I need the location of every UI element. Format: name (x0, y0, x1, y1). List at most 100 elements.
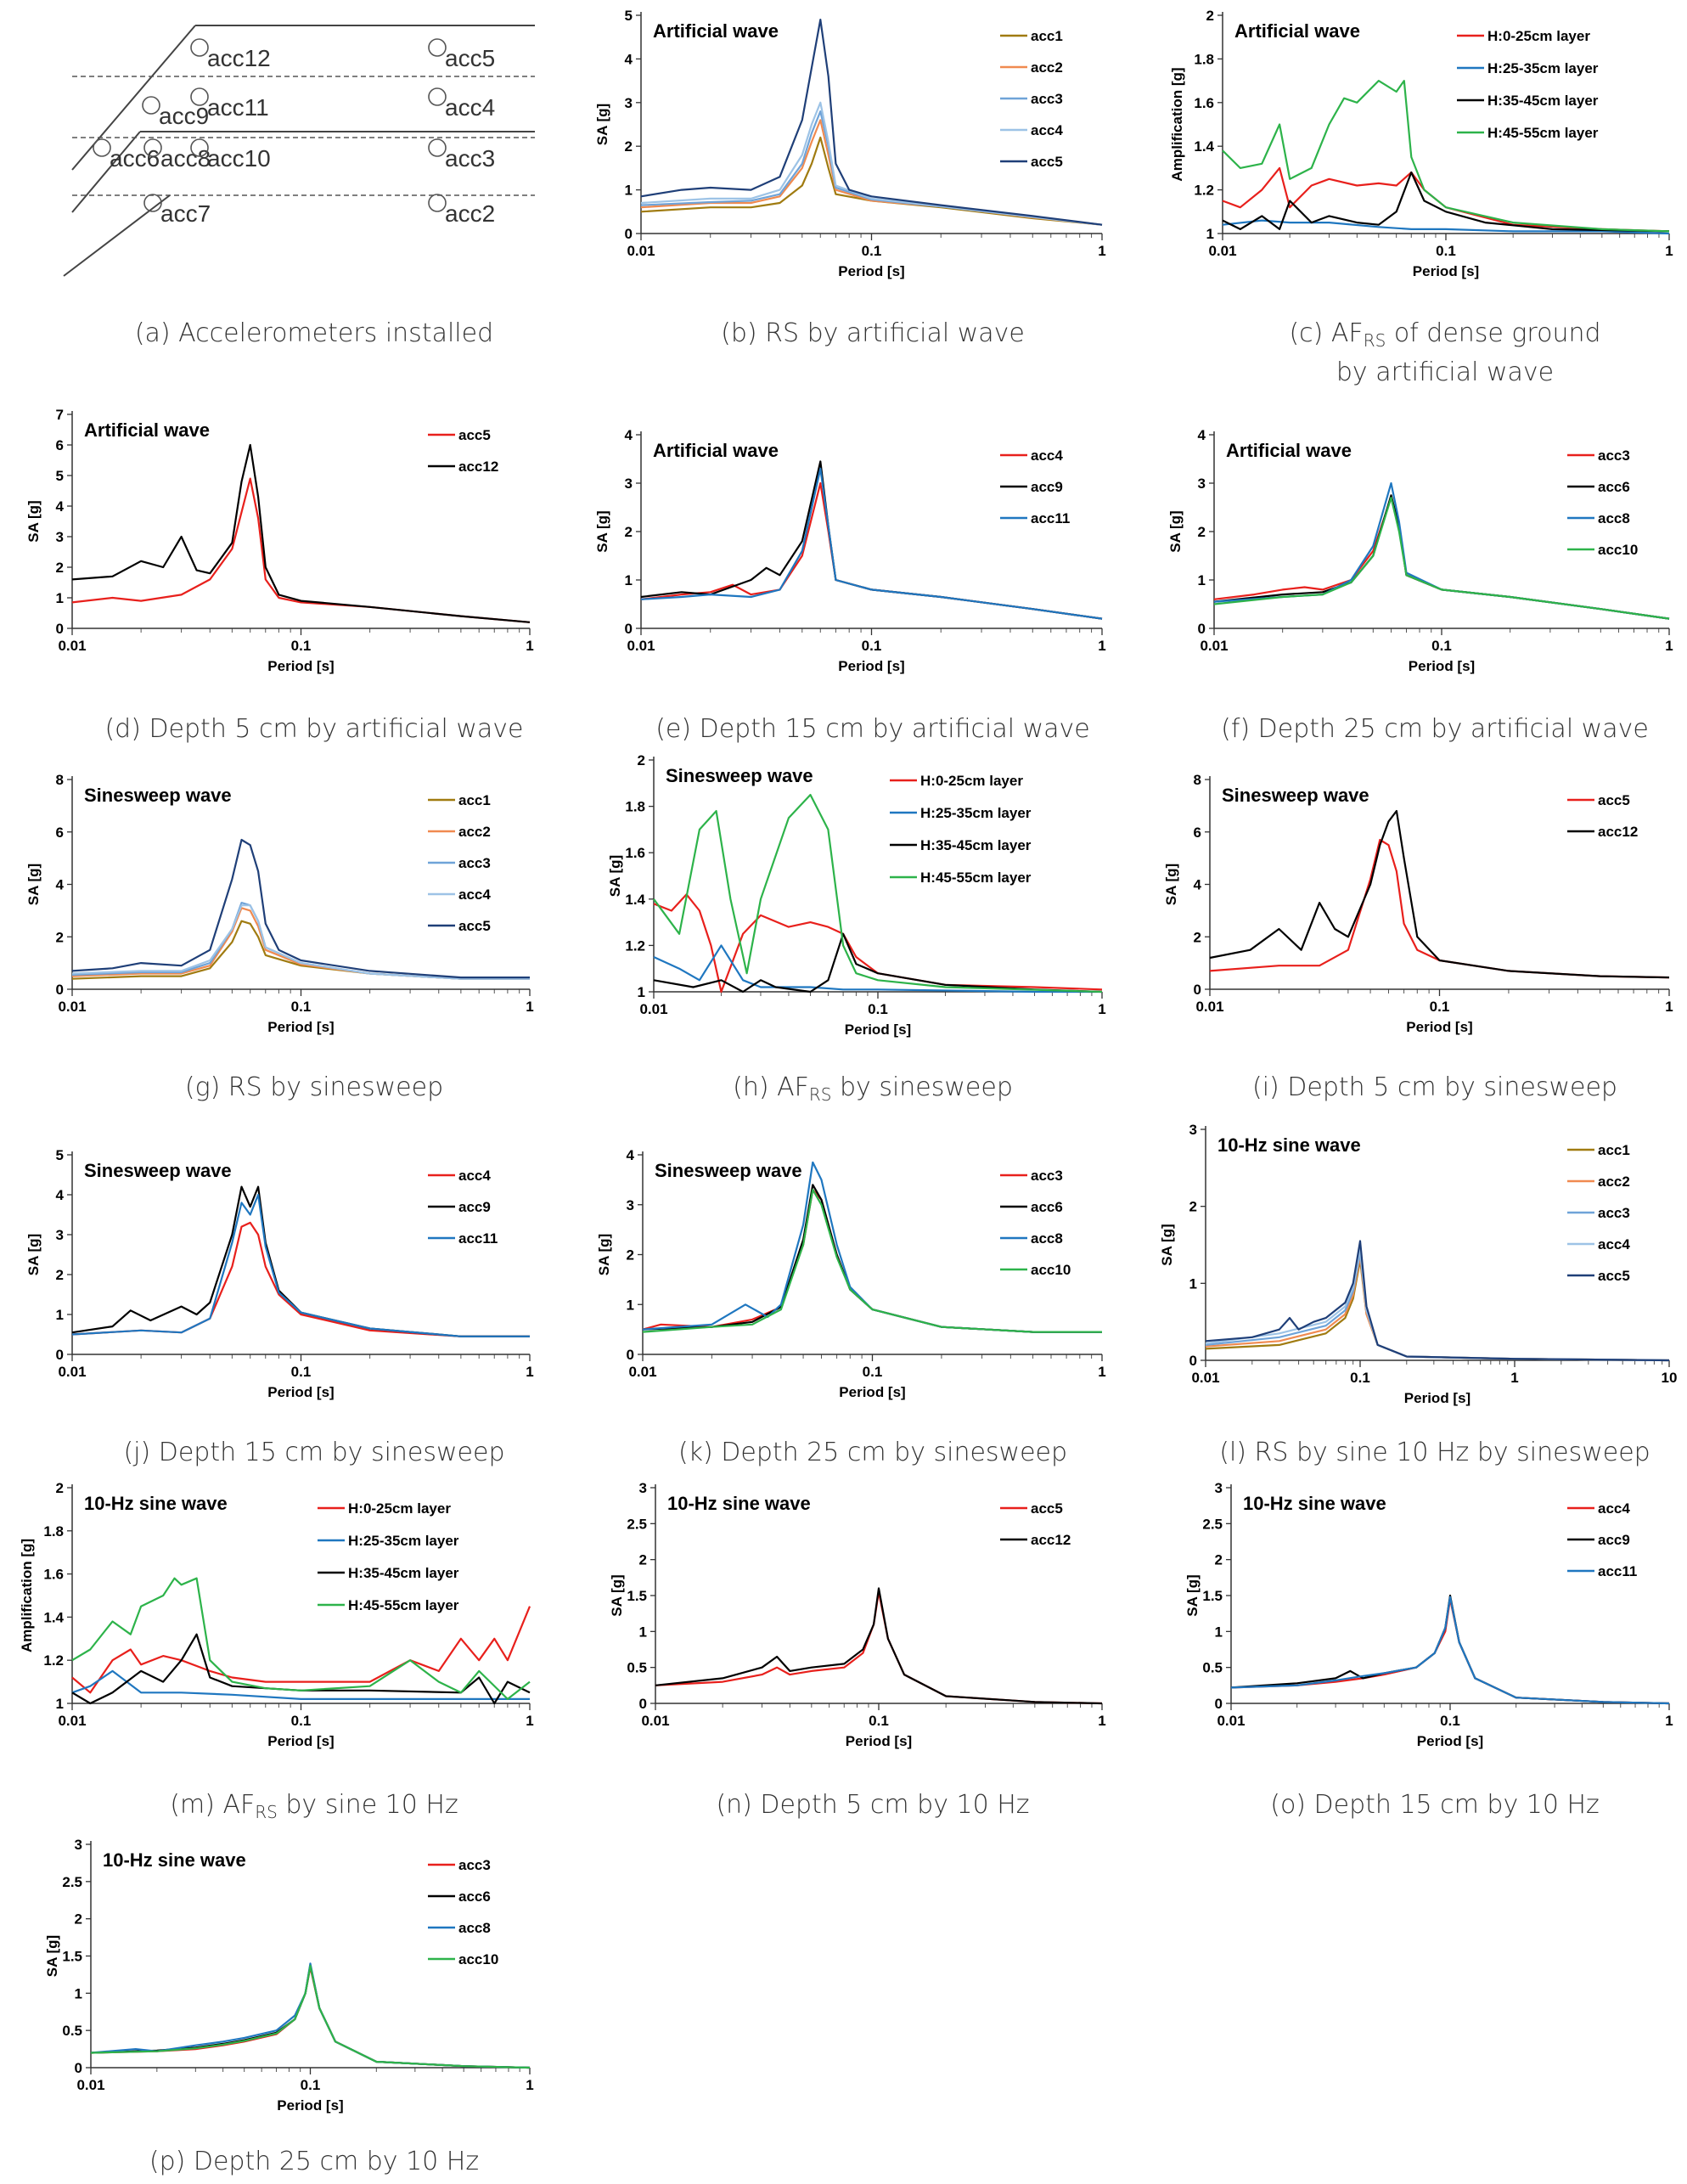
x-tick-label: 0.1 (1430, 999, 1450, 1015)
sensor-marker (428, 38, 447, 57)
sensor-label: acc8 (160, 145, 211, 172)
legend-label: acc5 (1598, 792, 1630, 808)
legend-label: acc5 (458, 918, 491, 934)
y-tick-label: 4 (1194, 877, 1202, 893)
sensor-acc12: acc12 (190, 38, 271, 71)
chart-k: 0.01 0.1 1 0 1 2 3 4 Period [s] SA [g] Sinesweep w… (596, 1147, 1106, 1467)
legend-label: H:25-35cm layer (920, 805, 1032, 821)
y-tick-label: 1 (56, 1307, 64, 1323)
y-tick-label: 0.5 (1202, 1660, 1223, 1676)
y-tick-label: 2.5 (627, 1516, 647, 1532)
x-tick-label: 1 (1098, 1001, 1105, 1017)
sensor-acc10: acc10 (190, 138, 271, 172)
y-tick-label: 8 (1194, 772, 1201, 788)
x-tick-label: 0.01 (1200, 638, 1228, 654)
sensor-acc6: acc6 (93, 138, 160, 172)
y-tick-label: 2 (56, 560, 64, 576)
caption-l: (l) RS by sine 10 Hz by sinesweep (1219, 1438, 1650, 1467)
y-tick-label: 2 (1198, 524, 1206, 540)
x-tick-label: 1 (526, 638, 533, 654)
x-axis-label: Period [s] (839, 1384, 905, 1400)
caption-e: (e) Depth 15 cm by artificial wave (655, 714, 1090, 744)
y-tick-label: 4 (625, 51, 633, 67)
x-tick-label: 0.1 (291, 1713, 312, 1729)
chart-title: 10-Hz sine wave (84, 1493, 228, 1514)
series-line-acc5 (1205, 1240, 1670, 1362)
x-tick-label: 0.1 (291, 999, 312, 1015)
sensor-marker (428, 194, 447, 212)
x-axis-label: Period [s] (838, 263, 904, 279)
series-line-acc4 (640, 481, 1103, 620)
y-axis-label: SA [g] (44, 1935, 60, 1977)
x-tick-label: 0.01 (76, 2077, 104, 2093)
y-axis-label: SA [g] (609, 1574, 625, 1616)
legend-label: H:25-35cm layer (1487, 60, 1599, 76)
legend-label: H:0-25cm layer (348, 1500, 451, 1517)
y-tick-label: 2.5 (62, 1874, 82, 1890)
chart-c: 0.01 0.1 1 1 1.2 1.4 1.6 1.8 2 Period [s] Amplific… (1169, 8, 1673, 387)
x-tick-label: 0.1 (868, 1001, 888, 1017)
legend-label: H:45-55cm layer (348, 1597, 459, 1613)
sensor-acc4: acc4 (428, 87, 495, 121)
chart-title: Sinesweep wave (666, 765, 813, 786)
y-tick-label: 4 (56, 877, 65, 893)
legend-label: acc6 (1031, 1199, 1063, 1215)
legend-label: acc11 (1598, 1563, 1637, 1579)
series-line-acc5 (640, 19, 1103, 226)
y-tick-label: 2 (639, 1552, 647, 1568)
series-line-H:0-25cm layer (653, 893, 1103, 993)
chart-e: 0.01 0.1 1 0 1 2 3 4 Period [s] SA [g] Artificial … (594, 427, 1106, 744)
series-line-H:0-25cm layer (1222, 166, 1670, 233)
y-tick-label: 1 (1198, 572, 1206, 588)
legend-label: acc5 (1031, 154, 1063, 170)
legend-label: H:0-25cm layer (920, 773, 1023, 789)
y-tick-label: 0 (56, 621, 64, 637)
y-tick-label: 4 (627, 1147, 635, 1163)
legend-label: acc4 (1598, 1236, 1630, 1252)
x-tick-label: 0.01 (58, 1713, 86, 1729)
y-axis-label: SA [g] (25, 864, 42, 905)
y-tick-label: 1 (638, 984, 645, 1000)
y-tick-label: 2 (56, 929, 64, 945)
series-line-acc10 (90, 1964, 531, 2069)
x-tick-label: 1 (526, 1713, 533, 1729)
legend-label: acc3 (458, 855, 491, 871)
series-line-acc3 (90, 1966, 531, 2069)
x-tick-label: 0.1 (1436, 243, 1456, 259)
caption-p: (p) Depth 25 cm by 10 Hz (149, 2147, 479, 2176)
legend-label: H:45-55cm layer (920, 870, 1032, 886)
x-tick-label: 0.1 (1350, 1370, 1370, 1386)
x-axis-label: Period [s] (846, 1733, 912, 1749)
legend-label: acc8 (1031, 1230, 1063, 1247)
legend-label: H:35-45cm layer (920, 837, 1032, 853)
y-tick-label: 1.6 (1194, 95, 1214, 111)
series-line-H:25-35cm layer (1222, 219, 1670, 235)
y-tick-label: 0 (627, 1347, 634, 1363)
y-tick-label: 0 (56, 982, 64, 998)
chart-title: Sinesweep wave (655, 1160, 802, 1181)
series-line-H:45-55cm layer (71, 1577, 531, 1700)
x-axis-label: Period [s] (267, 658, 334, 674)
y-tick-label: 1.6 (43, 1567, 64, 1583)
sensor-acc9: acc9 (142, 96, 209, 129)
legend-label: acc3 (1031, 91, 1063, 107)
y-tick-label: 0 (1198, 621, 1206, 637)
caption-c: (c) AFRS of dense ground (1289, 318, 1600, 351)
chart-title: Artificial wave (84, 419, 210, 441)
y-tick-label: 1 (625, 183, 633, 199)
y-tick-label: 0.5 (62, 2023, 82, 2039)
chart-b: 0.01 0.1 1 0 1 2 3 4 5 Period [s] SA [g] Artificial… (594, 8, 1106, 348)
y-tick-label: 1.2 (1194, 183, 1214, 199)
y-tick-label: 0 (56, 1347, 64, 1363)
series-line-acc5 (655, 1590, 1103, 1705)
legend-label: acc5 (1598, 1268, 1630, 1284)
y-axis-label: SA [g] (1159, 1224, 1175, 1265)
sensor-label: acc5 (445, 45, 495, 71)
legend-label: acc8 (1598, 510, 1630, 526)
caption-k: (k) Depth 25 cm by sinesweep (678, 1438, 1067, 1467)
y-tick-label: 3 (56, 1227, 64, 1243)
x-axis-label: Period [s] (267, 1384, 334, 1400)
y-tick-label: 3 (627, 1197, 634, 1213)
y-tick-label: 4 (56, 1187, 65, 1203)
